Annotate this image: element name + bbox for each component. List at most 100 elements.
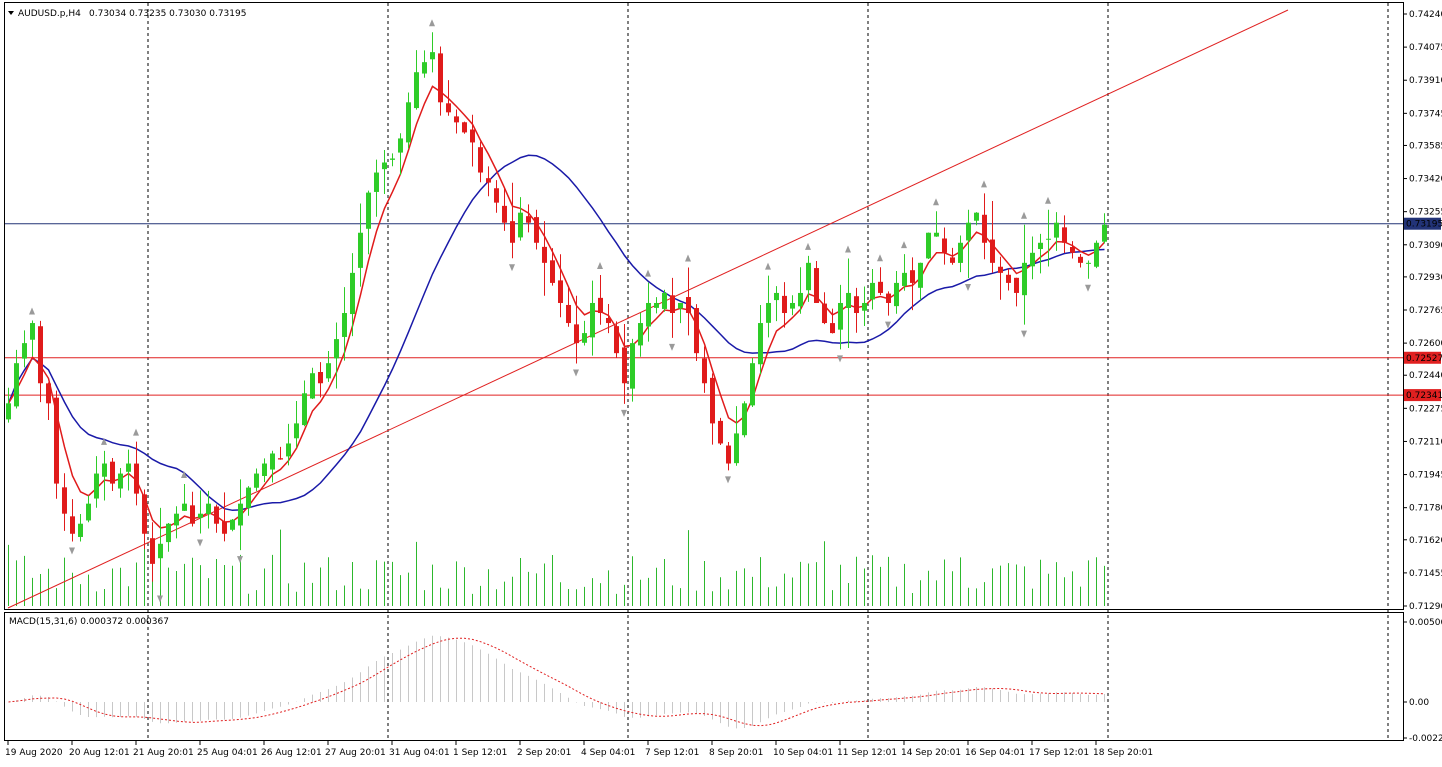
candle-body: [966, 222, 971, 241]
candle-body: [390, 158, 395, 160]
candle-body: [942, 238, 947, 253]
current-price-tag: [1404, 217, 1441, 230]
fractal-down-arrow-icon: [1021, 330, 1027, 338]
candle-body: [1046, 238, 1051, 240]
candle-body: [1030, 252, 1035, 267]
triangle-down-icon[interactable]: [8, 11, 14, 15]
time-tick-label: 14 Sep 20:01: [901, 748, 961, 758]
candle-body: [606, 317, 611, 324]
macd-axis: 0.005068 0.00 -0.00228: [1403, 618, 1442, 744]
fractal-up-arrow-icon: [429, 19, 435, 27]
candle-body: [918, 262, 923, 288]
candle-body: [982, 214, 987, 243]
time-tick-label: 25 Aug 04:01: [197, 748, 258, 758]
candle-body: [214, 506, 219, 524]
candle-body: [654, 302, 659, 308]
candle-body: [150, 538, 155, 564]
vertical-grid-lines: [147, 3, 1389, 740]
candle-body: [126, 463, 131, 472]
time-tick-label: 26 Aug 12:01: [261, 748, 322, 758]
price-tick-label: 0.73585: [1409, 141, 1442, 151]
volume-bars: [8, 529, 1105, 606]
candle-body: [326, 363, 331, 379]
fractal-up-arrow-icon: [597, 261, 603, 269]
candle-body: [822, 303, 827, 324]
macd-label: MACD(15,31,6) 0.000372 0.000367: [9, 617, 169, 627]
fractal-arrows: [29, 19, 1091, 603]
fractal-up-arrow-icon: [181, 470, 187, 478]
candle-body: [302, 393, 307, 426]
time-tick-label: 11 Sep 12:01: [837, 748, 897, 758]
slow-ma-line: [7, 154, 1105, 512]
fractal-up-arrow-icon: [29, 307, 35, 315]
price-tick-label: 0.71945: [1409, 471, 1442, 481]
candle-body: [974, 212, 979, 221]
fractal-down-arrow-icon: [573, 369, 579, 377]
candle-body: [22, 343, 27, 359]
time-tick-label: 1 Sep 12:01: [453, 748, 507, 758]
candle-body: [590, 302, 595, 338]
candle-body: [1094, 242, 1099, 267]
fast-ma-line: [7, 85, 1106, 529]
candle-body: [854, 296, 859, 314]
fractal-up-arrow-icon: [877, 254, 883, 262]
time-axis[interactable]: 19 Aug 2020 20 Aug 12:01 21 Aug 20:01 25 Au…: [5, 741, 1153, 758]
fractal-down-arrow-icon: [69, 547, 75, 555]
candle-body: [870, 282, 875, 300]
price-tick-label: 0.71455: [1409, 569, 1442, 579]
macd-indicator: [8, 635, 1105, 729]
candle-body: [1086, 262, 1091, 264]
current-price-label: 0.73195: [1406, 220, 1442, 230]
candle-body: [70, 516, 75, 534]
candle-body: [142, 494, 147, 534]
macd-signal-line: [8, 637, 1105, 727]
candle-body: [358, 232, 363, 268]
candle-body: [54, 397, 59, 484]
candle-body: [294, 423, 299, 439]
candle-body: [110, 461, 115, 484]
candle-body: [814, 268, 819, 303]
candle-body: [174, 513, 179, 526]
level-one-tag: [1404, 351, 1441, 364]
candle-body: [630, 343, 635, 389]
candle-body: [646, 302, 651, 327]
fractal-up-arrow-icon: [133, 428, 139, 436]
candle-body: [286, 443, 291, 457]
candle-body: [734, 433, 739, 464]
candle-body: [662, 292, 667, 309]
candle-body: [534, 217, 539, 243]
candle-body: [278, 458, 283, 460]
fractal-down-arrow-icon: [197, 539, 203, 547]
candle-body: [198, 513, 203, 518]
candle-body: [878, 281, 883, 293]
candle-body: [478, 147, 483, 173]
candle-body: [254, 473, 259, 488]
candle-body: [422, 62, 427, 74]
candle-body: [38, 326, 43, 384]
chart-header: AUDUSD.p,H4 0.73034 0.73235 0.73030 0.73…: [8, 9, 246, 19]
candle-body: [158, 543, 163, 559]
price-tick-label: 0.74075: [1409, 43, 1442, 53]
candle-body: [382, 162, 387, 170]
fractal-down-arrow-icon: [965, 283, 971, 291]
candle-body: [86, 503, 91, 521]
fractal-up-arrow-icon: [1021, 211, 1027, 219]
fractal-up-arrow-icon: [685, 254, 691, 262]
candle-body: [846, 292, 851, 308]
candle-body: [1070, 247, 1075, 253]
candle-body: [182, 503, 187, 511]
candlesticks: [6, 32, 1107, 590]
fractal-up-arrow-icon: [1045, 196, 1051, 204]
candle-body: [134, 463, 139, 494]
candle-body: [894, 282, 899, 307]
candle-body: [790, 302, 795, 309]
time-tick-label: 27 Aug 20:01: [325, 748, 386, 758]
fractal-down-arrow-icon: [837, 355, 843, 363]
fractal-up-arrow-icon: [981, 180, 987, 188]
